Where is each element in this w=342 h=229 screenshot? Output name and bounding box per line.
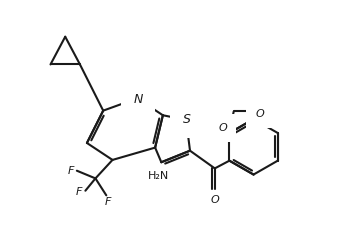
Text: O: O: [219, 123, 227, 133]
Text: F: F: [76, 187, 82, 197]
Text: O: O: [255, 109, 264, 120]
Text: O: O: [210, 195, 219, 205]
Text: F: F: [67, 166, 74, 176]
Text: N: N: [133, 93, 143, 106]
Text: S: S: [183, 113, 191, 126]
Text: H₂N: H₂N: [148, 171, 169, 181]
Text: F: F: [105, 197, 111, 207]
